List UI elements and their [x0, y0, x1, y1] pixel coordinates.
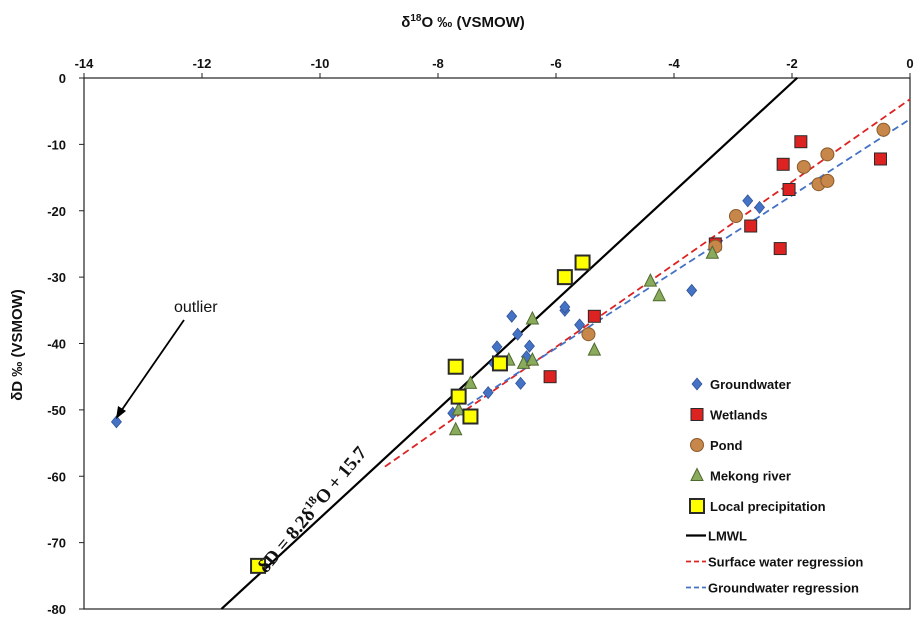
legend-wetlands-label: Wetlands	[710, 408, 768, 423]
local-precipitation-point	[574, 254, 591, 271]
groundwater-point	[512, 327, 524, 341]
mekong-river-point	[451, 401, 466, 416]
x-tick-label: -14	[75, 56, 95, 71]
wetlands-point	[782, 183, 796, 197]
groundwater-point	[523, 339, 535, 353]
legend-groundwater-regression-label: Groundwater regression	[708, 581, 859, 596]
wetlands-point	[773, 242, 787, 256]
legend-surface-water-regression-label: Surface water regression	[708, 555, 863, 570]
data-points	[110, 122, 891, 574]
y-tick-label: -20	[47, 204, 66, 219]
pond-point	[796, 159, 811, 174]
groundwater-point	[574, 318, 586, 332]
wetlands-point	[587, 309, 601, 323]
legend-pond-label: Pond	[710, 438, 743, 453]
mekong-river-point	[705, 245, 720, 259]
x-tick-label: -6	[550, 56, 562, 71]
groundwater-point	[559, 300, 571, 314]
outlier-arrow	[118, 319, 185, 415]
y-axis-title: δD ‰ (VSMOW)	[9, 289, 26, 401]
y-tick-label: -40	[47, 337, 66, 352]
lmwl-line	[220, 76, 799, 610]
outlier-arrowhead	[116, 406, 126, 419]
legend-local-precipitation-label: Local precipitation	[710, 499, 826, 514]
y-tick-label: -60	[47, 469, 66, 484]
mekong-river-point	[652, 287, 667, 302]
pond-point	[820, 173, 835, 188]
legend-groundwater-label: Groundwater	[710, 377, 791, 392]
legend-wetlands-marker	[690, 408, 704, 421]
x-tick-label: -12	[193, 56, 212, 71]
groundwater-point	[482, 386, 494, 400]
mekong-river-point	[525, 310, 540, 325]
wetlands-point	[874, 152, 887, 166]
wetlands-point	[794, 135, 808, 149]
x-tick-label: -4	[668, 56, 680, 71]
x-axis-title: δ18O ‰ (VSMOW)	[401, 13, 525, 31]
wetlands-point	[744, 219, 758, 233]
legend-groundwater-marker	[691, 377, 703, 391]
y-tick-label: -70	[47, 536, 66, 551]
y-tick-label: -10	[47, 137, 66, 152]
regression-lines	[220, 76, 911, 610]
legend-mekong-river-marker	[690, 467, 704, 481]
x-tick-label: -10	[311, 56, 330, 71]
groundwater-point	[515, 376, 527, 390]
pond-point	[728, 209, 743, 224]
groundwater-point	[110, 415, 122, 429]
mekong-river-point	[448, 421, 463, 436]
x-tick-label: -8	[432, 56, 444, 71]
groundwater-point	[742, 194, 754, 208]
local-precipitation-point	[447, 358, 464, 375]
legend-pond-marker	[690, 438, 704, 452]
local-precipitation-point	[250, 557, 267, 574]
y-axis: 0 -10 -20 -30 -40 -50 -60 -70 -80	[47, 71, 84, 617]
legend-mekong-river-label: Mekong river	[710, 469, 791, 484]
groundwater-point	[686, 283, 698, 297]
groundwater-point	[491, 340, 503, 354]
outlier-label: outlier	[174, 299, 218, 316]
legend-local-precipitation-marker	[689, 498, 705, 514]
y-tick-label: 0	[59, 71, 66, 86]
mekong-river-point	[463, 375, 478, 389]
local-precipitation-point	[462, 408, 479, 425]
x-tick-label: -2	[786, 56, 798, 71]
lmwl-equation: δD = 8.2δ18O + 15.7	[251, 440, 371, 577]
x-tick-label: 0	[906, 56, 913, 71]
mekong-river-point	[525, 351, 540, 366]
local-precipitation-point	[491, 355, 508, 372]
mekong-river-point	[587, 342, 602, 356]
wetlands-point	[776, 157, 790, 171]
wetlands-point	[543, 370, 557, 384]
pond-point	[876, 122, 891, 137]
x-axis: -14 -12 -10 -8 -6 -4 -2 0	[75, 56, 914, 78]
groundwater-point	[506, 309, 518, 323]
local-precipitation-point	[450, 388, 467, 405]
legend: Groundwater Wetlands Pond Mekong river Local…	[686, 377, 863, 596]
y-tick-label: -50	[47, 403, 66, 418]
mekong-river-point	[643, 272, 658, 287]
local-precipitation-point	[556, 269, 573, 286]
pond-point	[820, 147, 835, 162]
y-tick-label: -30	[47, 270, 66, 285]
legend-lmwl-label: LMWL	[708, 529, 747, 544]
pond-point	[581, 327, 596, 342]
y-tick-label: -80	[47, 602, 66, 617]
groundwater-point	[754, 200, 766, 214]
